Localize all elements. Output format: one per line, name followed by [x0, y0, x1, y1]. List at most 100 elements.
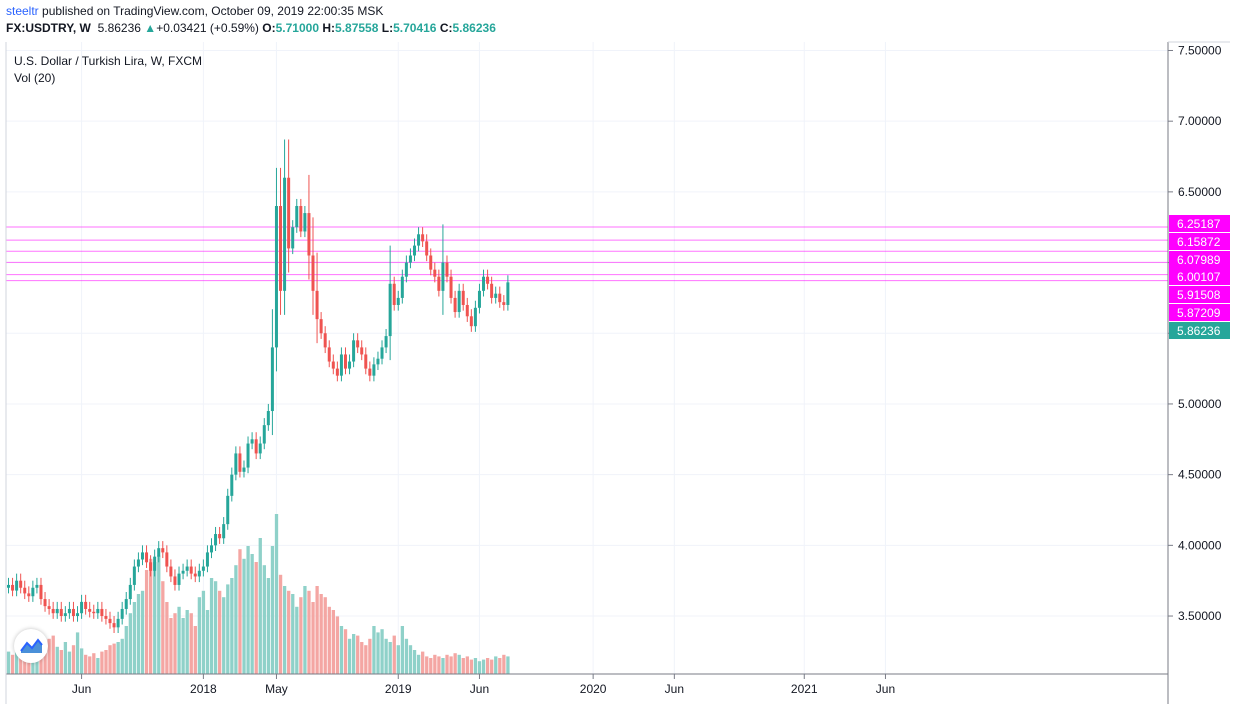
volume-bar — [266, 578, 271, 674]
candle-body — [421, 234, 425, 242]
candle-body — [71, 608, 75, 617]
ohlc-header: FX:USDTRY, W 5.86236 ▲+0.03421 (+0.59%) … — [6, 21, 496, 35]
candle-body — [177, 573, 181, 585]
volume-bar — [63, 642, 68, 674]
candle-body — [226, 495, 230, 525]
volume-bar — [242, 558, 246, 674]
candle-body — [165, 552, 169, 567]
volume-bar — [343, 629, 348, 674]
volume-bar — [384, 638, 388, 674]
tradingview-logo[interactable] — [14, 629, 48, 663]
close-label: C: — [439, 21, 453, 35]
published-text: published on TradingView.com, October 09… — [42, 4, 384, 18]
candle-body — [197, 570, 201, 577]
candle-body — [486, 276, 490, 284]
volume-bar — [128, 613, 132, 674]
volume-bar — [388, 642, 392, 674]
y-tick-label: 3.50000 — [1178, 609, 1222, 623]
volume-bar — [376, 632, 380, 674]
x-tick-label: Jun — [665, 682, 684, 696]
volume-bar — [177, 606, 181, 674]
x-tick-label: 2018 — [190, 682, 217, 696]
candle-body — [145, 552, 149, 563]
candle-body — [408, 255, 412, 263]
volume-bar — [457, 654, 461, 674]
candle-body — [441, 262, 445, 291]
candle-body — [270, 347, 274, 412]
candle-body — [161, 548, 165, 553]
volume-bar — [416, 654, 421, 674]
volume-bar — [380, 629, 384, 674]
candle-body — [372, 364, 376, 376]
candle-body — [59, 608, 63, 617]
candle-body — [287, 177, 291, 249]
candle-body — [7, 584, 10, 588]
volume-bar — [408, 645, 413, 674]
candle-body — [315, 290, 319, 320]
volume-bar — [441, 658, 445, 674]
candle-body — [307, 213, 311, 256]
volume-bar — [100, 651, 104, 674]
volume-bar — [502, 654, 506, 674]
high-label: H: — [322, 21, 336, 35]
volume-bar — [291, 594, 295, 674]
candle-body — [356, 340, 360, 348]
last-price-label-bg — [1169, 322, 1230, 339]
candle-body — [352, 340, 356, 362]
volume-bar — [421, 651, 425, 674]
volume-bar — [84, 654, 88, 674]
level-price-label-bg — [1169, 251, 1230, 268]
volume-bar — [149, 558, 153, 674]
volume-bar — [299, 597, 303, 674]
volume-bar — [477, 661, 482, 674]
volume-bar — [429, 658, 433, 674]
volume-bar — [108, 645, 112, 674]
low-value: 5.70416 — [393, 21, 437, 35]
volume-bar — [209, 578, 214, 674]
publish-info: steeltr published on TradingView.com, Oc… — [6, 4, 383, 18]
volume-bar — [55, 646, 59, 674]
volume-bar — [262, 565, 266, 674]
volume-bar — [307, 590, 311, 674]
tradingview-logo-icon — [20, 638, 43, 653]
volume-bar — [437, 656, 441, 674]
candle-body — [76, 613, 80, 617]
y-tick-label: 7.00000 — [1178, 114, 1222, 128]
candle-body — [250, 439, 254, 444]
volume-bar — [335, 616, 340, 674]
volume-bar — [92, 653, 96, 674]
candle-body — [360, 347, 364, 355]
last-price-label: 5.86236 — [1177, 324, 1221, 338]
volume-bar — [205, 610, 210, 674]
candle-body — [303, 213, 307, 232]
volume-bar — [201, 590, 206, 674]
volume-legend[interactable]: Vol (20) — [14, 71, 56, 85]
level-price-label-bg — [1169, 233, 1230, 250]
volume-bar — [96, 658, 100, 674]
volume-bar — [218, 590, 222, 674]
level-price-label: 6.15872 — [1177, 235, 1221, 249]
volume-bar — [226, 584, 230, 674]
level-price-label: 5.87209 — [1177, 306, 1221, 320]
x-tick-label: 2019 — [385, 682, 412, 696]
candle-body — [120, 608, 124, 619]
y-tick-label: 7.50000 — [1178, 43, 1222, 57]
series-legend[interactable]: U.S. Dollar / Turkish Lira, W, FXCM — [14, 54, 203, 68]
open-value: 5.71000 — [275, 21, 320, 35]
candle-body — [214, 534, 218, 546]
volume-bar — [356, 635, 360, 674]
volume-bar — [461, 658, 465, 674]
candle-body — [92, 611, 96, 614]
candle-body — [132, 566, 136, 585]
volume-bar — [490, 659, 494, 674]
x-tick-label: 2021 — [791, 682, 818, 696]
author-link[interactable]: steeltr — [6, 4, 39, 18]
candle-body — [262, 425, 266, 444]
volume-bar — [213, 581, 218, 674]
candle-body — [169, 566, 173, 577]
candle-body — [274, 206, 278, 348]
y-tick-label: 6.50000 — [1178, 185, 1222, 199]
high-value: 5.87558 — [335, 21, 379, 35]
level-price-label: 6.07989 — [1177, 253, 1221, 267]
